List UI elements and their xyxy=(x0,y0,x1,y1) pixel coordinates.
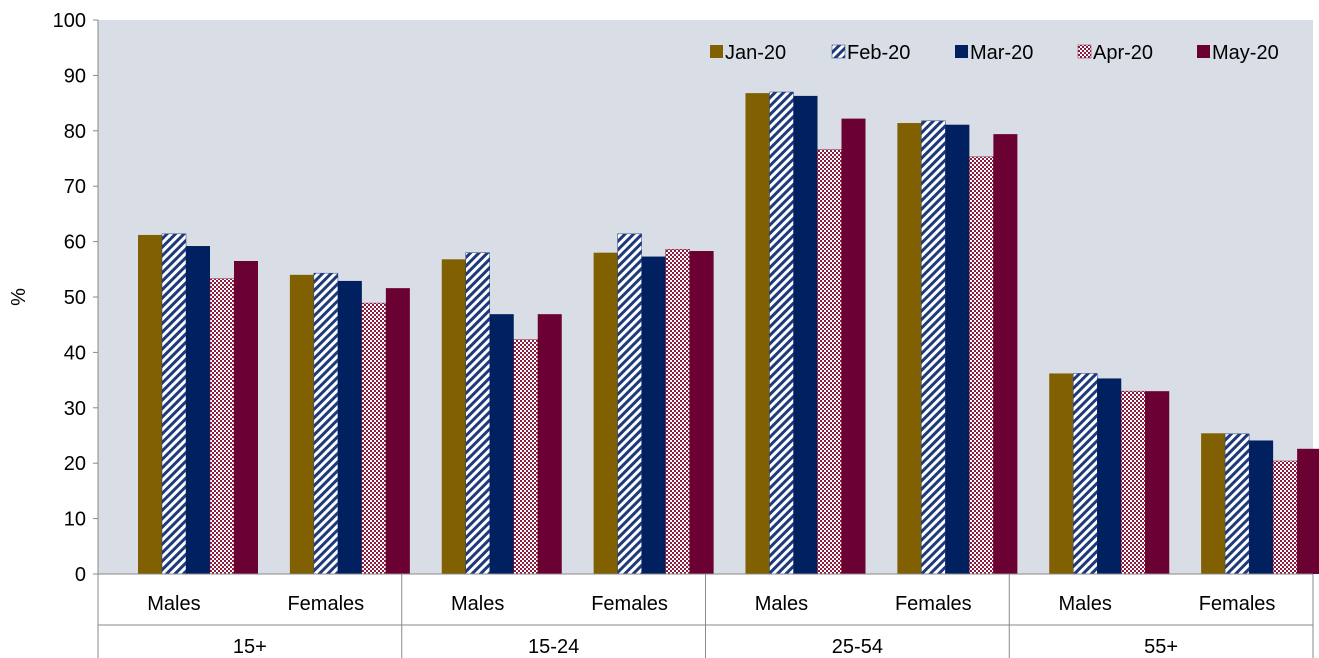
bar-jan-20-7 xyxy=(1201,433,1226,574)
y-tick-label: 60 xyxy=(64,232,86,254)
legend-label: Jan-20 xyxy=(725,42,786,64)
bar-feb-20-2 xyxy=(465,252,490,575)
bar-apr-20-1 xyxy=(361,302,387,575)
x-tick-label: Females xyxy=(591,593,668,615)
legend-swatch xyxy=(1077,44,1092,59)
bar-mar-20-6 xyxy=(1097,378,1122,574)
bar-jan-20-1 xyxy=(289,274,314,574)
legend-swatch xyxy=(955,45,968,58)
bar-feb-20-1 xyxy=(313,272,339,575)
y-tick-label: 0 xyxy=(75,564,86,586)
bar-mar-20-1 xyxy=(337,280,362,574)
legend: Jan-20 Feb-20 Mar-20 Apr-20 May-20 xyxy=(710,42,1279,64)
bar-apr-20-0 xyxy=(209,278,235,575)
y-tick-label: 30 xyxy=(64,398,86,420)
y-tick-label: 40 xyxy=(64,342,86,364)
bar-may-20-3 xyxy=(689,251,714,574)
x-group-label: 25-54 xyxy=(832,636,883,658)
y-tick-label: 80 xyxy=(64,121,86,143)
legend-label: Feb-20 xyxy=(847,42,910,64)
bar-apr-20-7 xyxy=(1272,460,1298,575)
bar-may-20-7 xyxy=(1297,448,1319,574)
bar-apr-20-6 xyxy=(1121,390,1146,575)
bar-jan-20-4 xyxy=(745,93,770,575)
y-tick-label: 70 xyxy=(64,176,86,198)
bar-may-20-5 xyxy=(993,134,1018,574)
x-tick-label: Males xyxy=(1059,593,1112,615)
bar-mar-20-7 xyxy=(1249,440,1274,574)
bar-mar-20-4 xyxy=(793,95,818,574)
x-group-label: 15+ xyxy=(233,636,267,658)
x-group-label: 15-24 xyxy=(528,636,579,658)
bar-apr-20-3 xyxy=(665,249,690,575)
y-tick-label: 20 xyxy=(64,453,86,475)
legend-swatch xyxy=(710,45,723,58)
bar-may-20-1 xyxy=(385,288,410,574)
bar-feb-20-3 xyxy=(617,233,642,575)
bar-jan-20-5 xyxy=(897,123,922,574)
x-tick-label: Females xyxy=(1199,593,1276,615)
bar-jan-20-3 xyxy=(593,252,618,574)
x-tick-label: Males xyxy=(147,593,200,615)
legend-label: Apr-20 xyxy=(1093,42,1153,64)
x-group-label: 55+ xyxy=(1144,636,1178,658)
x-tick-label: Females xyxy=(895,593,972,615)
bar-feb-20-6 xyxy=(1073,373,1098,575)
bar-feb-20-0 xyxy=(161,233,187,575)
y-tick-label: 90 xyxy=(64,65,86,87)
bar-feb-20-7 xyxy=(1224,433,1250,575)
bar-jan-20-6 xyxy=(1049,373,1074,574)
legend-swatch xyxy=(831,44,846,59)
bar-may-20-6 xyxy=(1145,391,1170,574)
bar-jan-20-0 xyxy=(138,234,162,574)
bar-apr-20-4 xyxy=(817,149,842,575)
bar-apr-20-5 xyxy=(969,156,994,575)
y-axis: 0 10 20 30 40 50 60 70 80 90 100 xyxy=(53,10,99,586)
x-tick-label: Males xyxy=(755,593,808,615)
y-tick-label: 100 xyxy=(53,10,86,32)
bar-jan-20-2 xyxy=(441,259,466,574)
y-axis-label: % xyxy=(8,288,30,306)
y-tick-label: 50 xyxy=(64,287,86,309)
bar-mar-20-3 xyxy=(641,256,666,574)
bar-may-20-0 xyxy=(234,260,258,574)
x-tick-label: Females xyxy=(287,593,364,615)
legend-label: May-20 xyxy=(1212,42,1279,64)
bar-may-20-4 xyxy=(841,118,866,574)
legend-swatch xyxy=(1197,45,1210,58)
bar-apr-20-2 xyxy=(513,339,538,575)
bar-may-20-2 xyxy=(537,314,562,574)
bar-feb-20-4 xyxy=(769,91,794,575)
bar-mar-20-2 xyxy=(489,314,514,574)
bar-mar-20-5 xyxy=(945,124,970,575)
bar-feb-20-5 xyxy=(921,120,946,575)
x-tick-label: Males xyxy=(451,593,504,615)
legend-label: Mar-20 xyxy=(970,42,1033,64)
bar-mar-20-0 xyxy=(186,246,210,575)
y-tick-label: 10 xyxy=(64,509,86,531)
x-axis: Males Females 15+ Males Females 15-24 Males Fem… xyxy=(97,573,1314,658)
bars xyxy=(138,91,1319,575)
